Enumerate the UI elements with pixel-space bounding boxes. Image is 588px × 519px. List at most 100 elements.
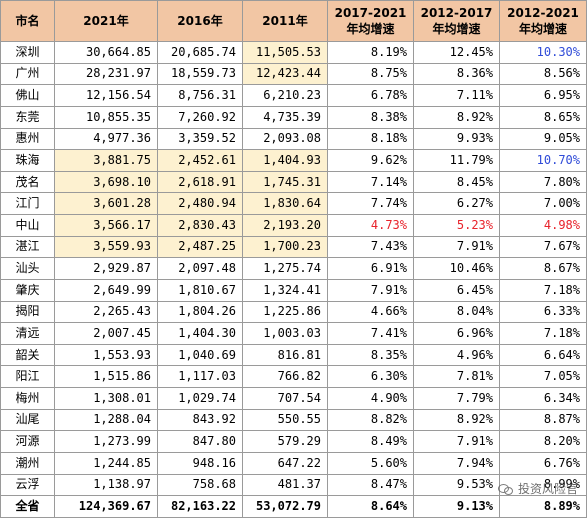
table-row: 汕头 2,929.87 2,097.48 1,275.74 6.91% 10.46% 8.6…	[0, 257, 587, 280]
gdp-2011-cell: 550.55	[242, 408, 328, 432]
wechat-icon	[497, 483, 514, 495]
total-row: 全省 124,369.67 82,163.22 53,072.79 8.64% 9.13%…	[0, 495, 587, 518]
gdp-2011-cell: 579.29	[242, 430, 328, 453]
growth-2012-2021-cell: 4.98%	[499, 214, 587, 237]
city-cell: 潮州	[0, 451, 55, 475]
gdp-2011-cell: 11,505.53	[242, 41, 328, 64]
city-cell: 惠州	[0, 127, 55, 151]
table-row: 云浮 1,138.97 758.68 481.37 8.47% 9.53% 8.99%	[0, 473, 587, 497]
growth-2012-2021-cell: 6.95%	[499, 84, 587, 107]
table-row: 东莞 10,855.35 7,260.92 4,735.39 8.38% 8.92% 8.6…	[0, 105, 587, 129]
gdp-2011-cell: 1,404.93	[242, 149, 328, 172]
growth-2012-2017-cell: 7.91%	[413, 235, 500, 259]
watermark: 投资风险官	[497, 480, 578, 497]
city-cell: 梅州	[0, 387, 55, 410]
gdp-2016-cell: 847.80	[157, 430, 243, 453]
growth-2012-2021-cell: 7.05%	[499, 365, 587, 388]
table-row: 韶关 1,553.93 1,040.69 816.81 8.35% 4.96% 6.64%	[0, 343, 587, 367]
city-cell: 河源	[0, 430, 55, 453]
gdp-2011-cell: 1,700.23	[242, 235, 328, 259]
city-cell: 汕尾	[0, 408, 55, 432]
growth-2017-2021-cell: 8.47%	[327, 473, 414, 497]
growth-2012-2017-cell: 7.11%	[413, 84, 500, 107]
growth-2017-2021-cell: 8.35%	[327, 343, 414, 367]
growth-2012-2021-cell: 8.65%	[499, 105, 587, 129]
city-cell: 深圳	[0, 41, 55, 64]
table-row: 汕尾 1,288.04 843.92 550.55 8.82% 8.92% 8.87%	[0, 408, 587, 432]
table-row: 肇庆 2,649.99 1,810.67 1,324.41 7.91% 6.45% 7.18…	[0, 278, 587, 302]
header-2011: 2011年	[242, 0, 328, 42]
city-cell: 江门	[0, 192, 55, 215]
gdp-2011-cell: 2,193.20	[242, 214, 328, 237]
gdp-2011-cell: 12,423.44	[242, 62, 328, 86]
growth-2012-2021-cell: 7.80%	[499, 170, 587, 194]
table-row: 潮州 1,244.85 948.16 647.22 5.60% 7.94% 6.76%	[0, 451, 587, 475]
gdp-2016-cell: 2,830.43	[157, 214, 243, 237]
gdp-2016-cell: 1,810.67	[157, 278, 243, 302]
header-2021: 2021年	[54, 0, 158, 42]
growth-2012-2017-cell: 9.53%	[413, 473, 500, 497]
gdp-2016-cell: 1,117.03	[157, 365, 243, 388]
growth-2012-2021-cell: 10.70%	[499, 149, 587, 172]
growth-2017-2021-cell: 8.82%	[327, 408, 414, 432]
growth-2012-2017-cell: 8.45%	[413, 170, 500, 194]
growth-2012-2017-cell: 6.27%	[413, 192, 500, 215]
growth-2012-2021-cell: 8.87%	[499, 408, 587, 432]
gdp-2021-cell: 28,231.97	[54, 62, 158, 86]
gdp-2011-cell: 6,210.23	[242, 84, 328, 107]
growth-2012-2021-cell: 7.18%	[499, 278, 587, 302]
growth-2012-2021-cell: 8.56%	[499, 62, 587, 86]
gdp-2011-cell: 1,003.03	[242, 322, 328, 345]
growth-2012-2017-cell: 12.45%	[413, 41, 500, 64]
header-row: 市名 2021年 2016年 2011年 2017-2021 年均增速 2012-…	[0, 0, 587, 42]
city-cell: 揭阳	[0, 300, 55, 324]
growth-2017-2021-cell: 4.66%	[327, 300, 414, 324]
gdp-2021-cell: 2,007.45	[54, 322, 158, 345]
header-growth-2012-2021: 2012-2021 年均增速	[499, 0, 587, 42]
growth-2012-2021-cell: 6.76%	[499, 451, 587, 475]
growth-2012-2017-cell: 6.96%	[413, 322, 500, 345]
gdp-2011-cell: 481.37	[242, 473, 328, 497]
gdp-2021-cell: 12,156.54	[54, 84, 158, 107]
gdp-2011-cell: 4,735.39	[242, 105, 328, 129]
growth-2017-2021-cell: 8.19%	[327, 41, 414, 64]
growth-2012-2017-cell: 10.46%	[413, 257, 500, 280]
gdp-2021-cell: 1,138.97	[54, 473, 158, 497]
growth-2017-2021-cell: 6.30%	[327, 365, 414, 388]
gdp-2011-cell: 1,324.41	[242, 278, 328, 302]
gdp-2011-cell: 1,745.31	[242, 170, 328, 194]
gdp-2016-cell: 2,097.48	[157, 257, 243, 280]
growth-2012-2021-cell: 8.67%	[499, 257, 587, 280]
growth-2012-2017-cell: 7.79%	[413, 387, 500, 410]
growth-2017-2021-cell: 4.73%	[327, 214, 414, 237]
growth-2017-2021-cell: 4.90%	[327, 387, 414, 410]
gdp-2021-cell: 1,273.99	[54, 430, 158, 453]
gdp-2021-cell: 1,244.85	[54, 451, 158, 475]
city-cell: 汕头	[0, 257, 55, 280]
table-row: 揭阳 2,265.43 1,804.26 1,225.86 4.66% 8.04% 6.33…	[0, 300, 587, 324]
growth-2017-2021-cell: 7.41%	[327, 322, 414, 345]
gdp-2011-cell: 707.54	[242, 387, 328, 410]
table-row: 广州 28,231.97 18,559.73 12,423.44 8.75% 8.36% 8…	[0, 62, 587, 86]
growth-2012-2021-cell: 6.64%	[499, 343, 587, 367]
watermark-text: 投资风险官	[517, 482, 578, 496]
gdp-2016-cell: 18,559.73	[157, 62, 243, 86]
growth-2012-2021-cell: 6.33%	[499, 300, 587, 324]
city-cell: 湛江	[0, 235, 55, 259]
city-cell: 清远	[0, 322, 55, 345]
growth-2012-2017-cell: 9.93%	[413, 127, 500, 151]
growth-2012-2021-cell: 9.05%	[499, 127, 587, 151]
growth-2012-2017-cell: 8.04%	[413, 300, 500, 324]
gdp-2016-cell: 2,480.94	[157, 192, 243, 215]
growth-2012-2021-cell: 6.34%	[499, 387, 587, 410]
gdp-2021-cell: 3,881.75	[54, 149, 158, 172]
growth-2012-2021-cell: 8.89%	[499, 495, 587, 518]
gdp-2021-cell: 3,566.17	[54, 214, 158, 237]
city-cell: 阳江	[0, 365, 55, 388]
gdp-2016-cell: 7,260.92	[157, 105, 243, 129]
gdp-2021-cell: 3,559.93	[54, 235, 158, 259]
city-cell: 茂名	[0, 170, 55, 194]
growth-2017-2021-cell: 7.43%	[327, 235, 414, 259]
gdp-2016-cell: 1,804.26	[157, 300, 243, 324]
gdp-2016-cell: 758.68	[157, 473, 243, 497]
